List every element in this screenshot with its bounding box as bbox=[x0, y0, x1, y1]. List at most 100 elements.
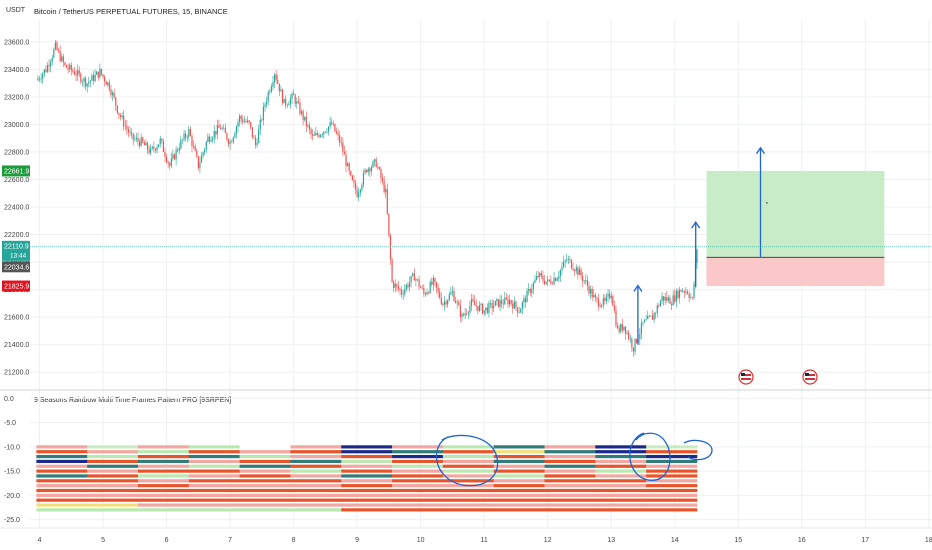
candle bbox=[240, 115, 242, 119]
candle bbox=[321, 134, 323, 136]
target-arrow[interactable] bbox=[755, 146, 766, 258]
candle bbox=[397, 285, 400, 290]
up-arrow[interactable] bbox=[633, 284, 643, 345]
time-tick-label: 18 bbox=[925, 537, 932, 544]
rainbow-segment bbox=[646, 488, 698, 493]
candle bbox=[356, 190, 358, 198]
time-tick-label: 7 bbox=[228, 537, 232, 544]
rainbow-segment bbox=[137, 479, 190, 483]
time-tick-label: 13 bbox=[607, 537, 615, 544]
candle bbox=[516, 307, 519, 313]
candle bbox=[123, 115, 125, 127]
candle bbox=[558, 276, 560, 279]
candle bbox=[256, 142, 258, 146]
rainbow-segment bbox=[36, 488, 88, 493]
candle bbox=[420, 286, 422, 288]
candle bbox=[447, 300, 449, 305]
candle bbox=[437, 287, 439, 292]
candle bbox=[183, 133, 185, 140]
rainbow-segment bbox=[188, 445, 240, 449]
indicator-tick-label: -10.0 bbox=[4, 444, 20, 451]
candle bbox=[359, 189, 361, 193]
annotation-circle[interactable] bbox=[683, 439, 713, 461]
price-tick-label: 21200.0 bbox=[4, 370, 29, 377]
candle bbox=[266, 101, 268, 105]
indicator-axis[interactable]: 0.0 -5.0 -10.0 -15.0 -20.0 -25.0 bbox=[4, 396, 20, 524]
candle bbox=[626, 332, 628, 334]
us-flag-icon[interactable] bbox=[802, 369, 818, 385]
candle bbox=[418, 279, 420, 287]
candle bbox=[185, 133, 187, 138]
price-tick-label: 21600.0 bbox=[4, 315, 29, 322]
rainbow-segment bbox=[341, 464, 393, 468]
candle bbox=[267, 92, 269, 102]
candle bbox=[310, 129, 312, 135]
candle bbox=[467, 312, 469, 314]
rainbow-segment bbox=[493, 459, 545, 464]
annotation-circle[interactable] bbox=[435, 434, 499, 487]
rainbow-segment bbox=[493, 474, 545, 478]
rainbow-segment bbox=[442, 450, 495, 454]
candle bbox=[53, 49, 55, 58]
candle bbox=[601, 305, 603, 307]
candle bbox=[594, 294, 596, 298]
candle bbox=[674, 295, 676, 302]
candle bbox=[451, 291, 454, 293]
rainbow-segment bbox=[137, 503, 190, 507]
candle bbox=[270, 86, 272, 92]
rainbow-segment bbox=[87, 469, 139, 473]
rainbow-segment bbox=[188, 459, 240, 464]
candle bbox=[331, 122, 333, 125]
candle bbox=[485, 307, 487, 311]
rainbow-segment bbox=[442, 464, 495, 468]
rainbow-segment bbox=[341, 474, 393, 478]
candle bbox=[458, 302, 460, 306]
up-arrow[interactable] bbox=[691, 220, 701, 287]
candle bbox=[212, 137, 214, 141]
rainbow-segment bbox=[595, 498, 647, 502]
rainbow-segment bbox=[188, 493, 240, 497]
time-axis[interactable]: 4 5 6 7 8 9 10 11 12 13 14 15 16 17 18 bbox=[38, 537, 932, 544]
candle bbox=[459, 305, 461, 317]
candle bbox=[578, 269, 581, 275]
candle bbox=[280, 89, 282, 92]
candle bbox=[288, 104, 290, 106]
us-flag-icon[interactable] bbox=[738, 369, 754, 385]
rainbow-segment bbox=[646, 479, 698, 483]
candle bbox=[326, 131, 328, 133]
candle bbox=[683, 291, 685, 293]
candle bbox=[108, 82, 111, 90]
candle bbox=[556, 278, 558, 281]
rainbow-segment bbox=[544, 488, 596, 493]
candle bbox=[254, 137, 257, 146]
rainbow-segment bbox=[442, 503, 495, 507]
candle bbox=[370, 167, 373, 172]
rainbow-segment bbox=[290, 498, 342, 502]
candle bbox=[204, 149, 206, 153]
candle bbox=[226, 132, 228, 140]
candle bbox=[224, 127, 226, 133]
rainbow-segment bbox=[341, 488, 393, 493]
candle bbox=[593, 294, 595, 298]
rainbow-segment bbox=[544, 508, 596, 512]
annotation-circle[interactable] bbox=[629, 432, 671, 481]
candle bbox=[427, 292, 430, 294]
candle bbox=[119, 115, 122, 118]
candle bbox=[561, 266, 563, 271]
rainbow-segment bbox=[87, 493, 139, 497]
candle bbox=[237, 122, 239, 127]
position-tool[interactable] bbox=[706, 170, 885, 287]
candle bbox=[339, 135, 341, 143]
rainbow-segment bbox=[392, 474, 444, 478]
candle bbox=[416, 279, 419, 280]
rainbow-segment bbox=[239, 479, 291, 483]
candle bbox=[374, 159, 376, 162]
rainbow-segment bbox=[290, 484, 342, 488]
candle bbox=[524, 298, 527, 303]
candle bbox=[690, 297, 692, 298]
candle bbox=[628, 332, 630, 339]
rainbow-segment bbox=[493, 493, 545, 497]
candle bbox=[97, 71, 99, 78]
price-axis[interactable]: 23600.0 23400.0 23200.0 23000.0 22800.0 22600… bbox=[4, 39, 29, 376]
